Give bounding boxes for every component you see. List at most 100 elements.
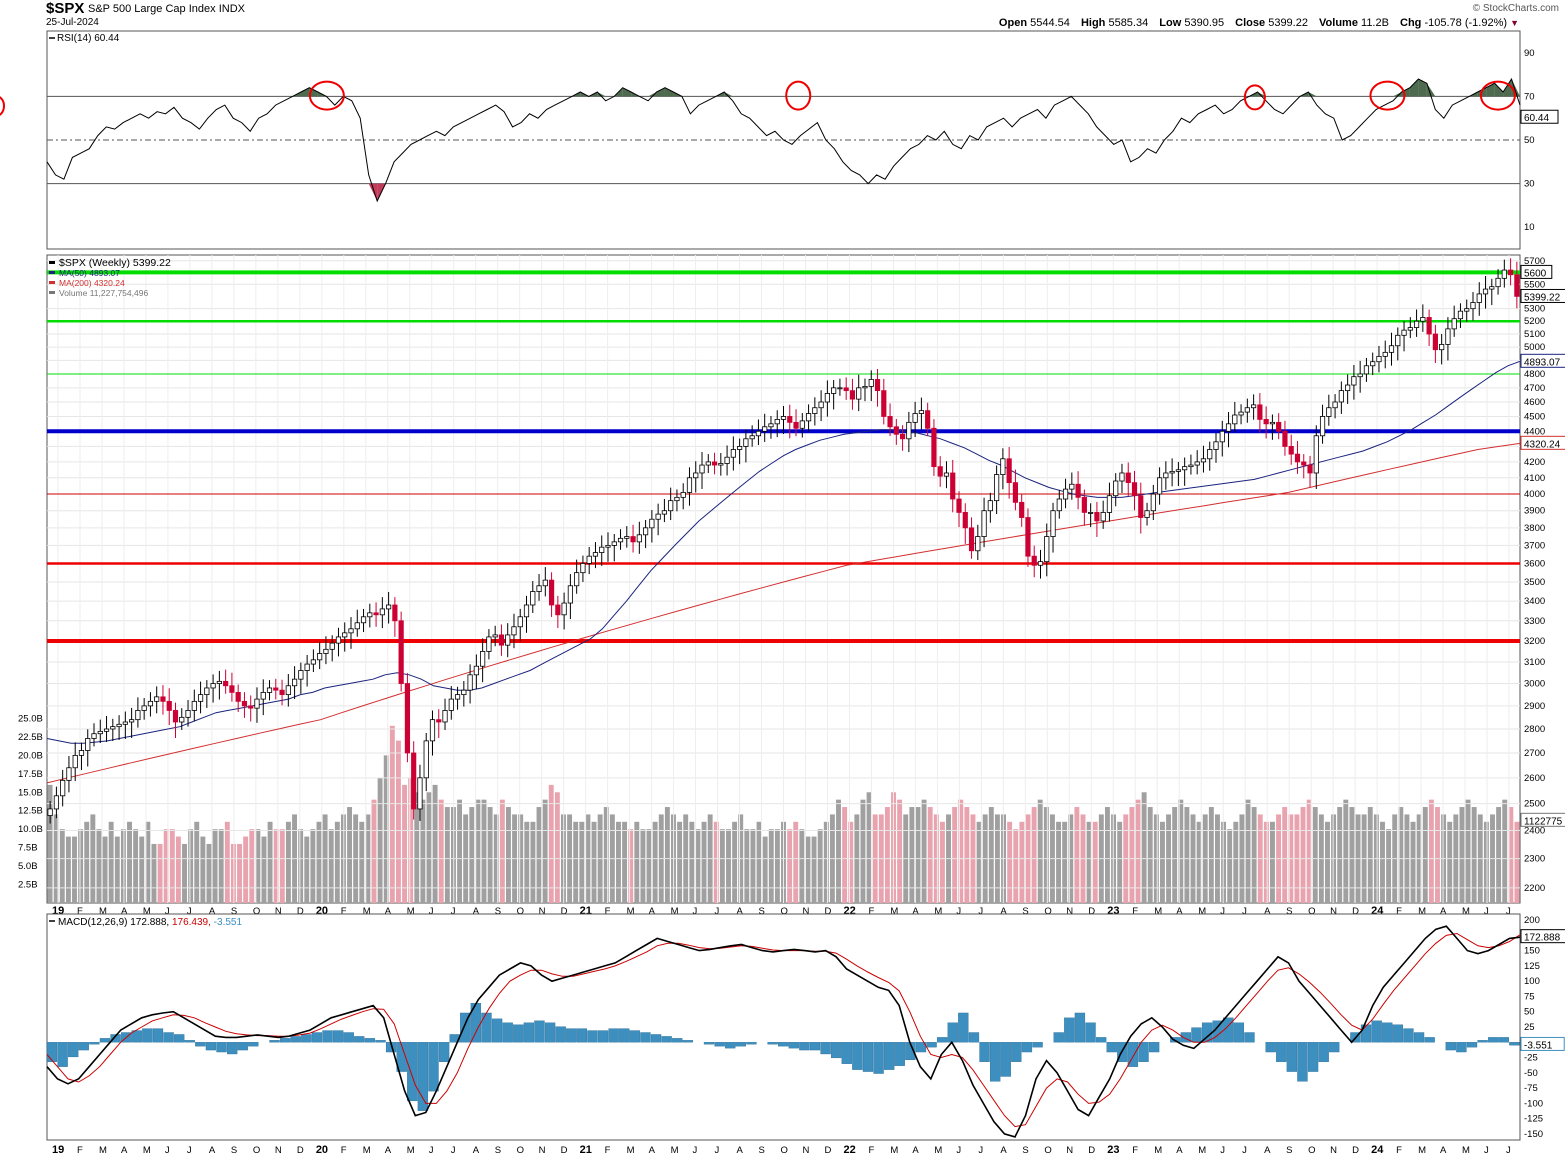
volume-bar <box>383 755 389 903</box>
x-axis-label: M <box>1154 906 1162 917</box>
volume-bar <box>1483 821 1489 903</box>
macd-x-axis-label: J <box>187 1145 192 1156</box>
candle-body <box>279 689 285 696</box>
volume-bar <box>1300 807 1306 903</box>
volume-tick-label: 5.0B <box>18 861 38 872</box>
candle-body <box>241 700 248 707</box>
volume-bar <box>47 784 53 903</box>
macd-x-axis-label: J <box>978 1145 983 1156</box>
macd-x-axis-label: S <box>759 1145 765 1156</box>
volume-bar <box>554 792 560 903</box>
x-axis-label: F <box>341 906 347 917</box>
x-axis-label: O <box>517 906 524 917</box>
candle-body <box>179 716 185 723</box>
candle-body <box>542 579 548 587</box>
candle-body <box>1031 555 1037 566</box>
candle-body <box>1050 510 1056 537</box>
candle-body <box>467 674 473 691</box>
candle-body <box>235 691 241 702</box>
candle-body <box>454 694 461 700</box>
volume-bar <box>347 807 353 903</box>
candle-body <box>599 546 605 553</box>
macd-histogram-bar <box>989 1042 1001 1082</box>
rsi-offscreen-circle <box>0 96 5 116</box>
candle-body <box>166 700 172 711</box>
candle-body <box>1426 317 1432 335</box>
x-axis-label: J <box>1484 906 1489 917</box>
ma200-tag-box <box>1520 435 1565 450</box>
candle-body <box>66 767 72 781</box>
candle-body <box>555 604 561 616</box>
candle-body <box>1501 269 1507 279</box>
candle-body <box>1175 469 1181 472</box>
macd-histogram-bar <box>481 1012 492 1043</box>
price-tick-label: 4700 <box>1524 383 1545 394</box>
macd-x-axis-label: M <box>1418 1145 1426 1156</box>
rsi-overbought-fill <box>1503 78 1512 97</box>
candle-body <box>649 518 655 529</box>
macd-x-axis-label: A <box>1264 1145 1271 1156</box>
candle-body <box>122 721 128 725</box>
x-axis-label: M <box>1198 906 1206 917</box>
macd-histogram-bar <box>1456 1042 1467 1053</box>
volume-bar <box>243 836 249 903</box>
rsi-tick-label: 50 <box>1524 135 1535 146</box>
x-axis-label: S <box>1022 906 1028 917</box>
candle-body <box>517 616 523 628</box>
candle-body <box>818 401 824 409</box>
volume-bar <box>237 843 242 903</box>
candle-body <box>1150 493 1156 512</box>
volume-bar <box>1104 807 1110 903</box>
volume-bar <box>78 829 84 903</box>
volume-bar <box>1306 799 1312 903</box>
macd-title-signal: 176.439, <box>172 917 214 928</box>
candle-body <box>962 512 968 529</box>
volume-bar <box>402 784 408 903</box>
candle-body <box>141 705 147 711</box>
macd-histogram-bar <box>1000 1042 1011 1077</box>
volume-bar <box>793 821 799 903</box>
price-panel: 25.0B 22.5B 20.0B 17.5B 15.0B 12.5B 10.0B 7.5B 5… <box>18 254 1565 917</box>
candle-body <box>505 634 511 646</box>
volume-bar <box>224 821 230 903</box>
macd-x-axis-label: 24 <box>1371 1144 1384 1156</box>
candle-body <box>655 513 661 520</box>
macd-title-name: MACD(12,26,9) 172.888, <box>58 917 172 928</box>
candle-body <box>85 738 91 751</box>
candle-body <box>630 536 636 543</box>
volume-bar <box>298 829 304 903</box>
macd-histogram-bar <box>1085 1022 1096 1043</box>
volume-bar <box>1422 807 1428 903</box>
candle-body <box>360 616 367 624</box>
macd-histogram-bar <box>1074 1012 1086 1043</box>
price-tick-label: 5300 <box>1524 304 1545 315</box>
macd-x-axis-label: M <box>671 1145 679 1156</box>
volume-bar <box>279 829 285 903</box>
x-axis-label: A <box>1264 906 1271 917</box>
candle-body <box>335 636 342 644</box>
price-tick-label: 4200 <box>1524 457 1545 468</box>
volume-bar <box>1092 821 1098 903</box>
x-axis-label: A <box>209 906 216 917</box>
macd-histogram-bar <box>375 1040 386 1043</box>
candle-body <box>1263 419 1269 425</box>
volume-bar <box>860 799 866 903</box>
macd-histogram-bar <box>1477 1040 1488 1043</box>
macd-histogram-bar <box>78 1042 89 1051</box>
x-axis-label: J <box>1242 906 1247 917</box>
macd-x-axis-label: D <box>1352 1145 1359 1156</box>
macd-x-axis-label: O <box>253 1145 260 1156</box>
chart-instrument-name: S&P 500 Large Cap Index INDX <box>88 3 245 15</box>
volume-bar <box>634 821 640 903</box>
macd-histogram-bar <box>343 1032 354 1043</box>
x-axis-label: A <box>1440 906 1447 917</box>
volume-bar <box>579 821 585 903</box>
macd-x-axis-label: M <box>363 1145 371 1156</box>
candle-body <box>787 416 793 423</box>
candle-body <box>480 651 486 667</box>
macd-tick-label: 200 <box>1524 915 1540 926</box>
rsi-tick-label: 90 <box>1524 48 1535 59</box>
volume-bar <box>817 829 823 903</box>
candle-body <box>436 719 442 723</box>
volume-value-tag-box <box>1520 812 1565 827</box>
